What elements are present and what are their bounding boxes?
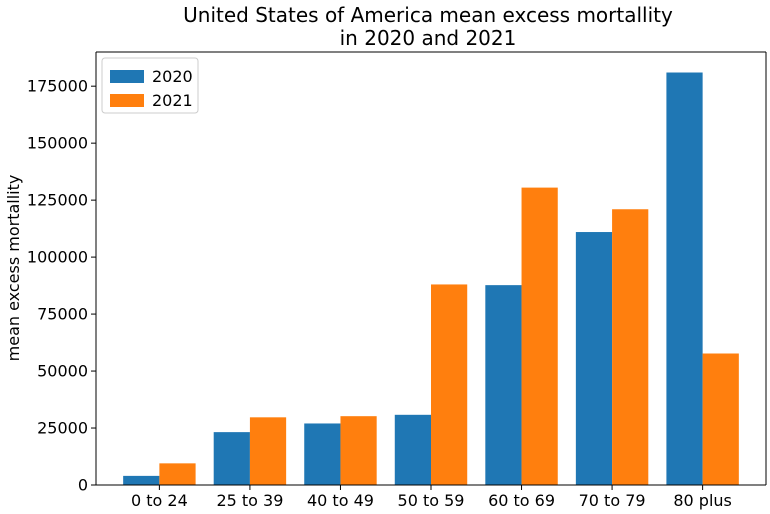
bar-2021-6 [612,209,649,485]
y-axis-label: mean excess mortallity [4,175,23,362]
bar-2020-3 [304,423,341,485]
legend-swatch-2020 [110,70,144,83]
x-tick-label-6: 70 to 79 [579,491,646,510]
chart-title-line-2: in 2020 and 2021 [340,26,517,50]
y-tick-label-1: 0 [78,476,88,495]
bar-2020-2 [213,432,250,485]
bar-2021-4 [431,284,468,485]
y-tick-label-4: 75000 [37,305,88,324]
bar-2020-6 [575,232,613,485]
bar-2021-1 [159,463,196,485]
y-tick-label-2: 25000 [37,419,88,438]
bar-2021-7 [702,353,739,485]
x-tick-label-4: 50 to 59 [398,491,465,510]
bar-2020-1 [123,475,160,485]
y-tick-label-6: 125000 [27,191,88,210]
y-tick-label-3: 50000 [37,362,88,381]
bar-2020-4 [394,414,431,485]
x-tick-label-7: 80 plus [673,491,732,510]
legend: 2020 2021 [101,57,199,114]
bar-2021-3 [340,416,377,485]
x-tick-label-5: 60 to 69 [488,491,555,510]
legend-label-2021: 2021 [152,91,193,110]
plot-area: 0 25000 50000 75000 100000 125000 150000 175000… [27,51,767,510]
bar-2021-2 [249,417,287,485]
y-tick-label-8: 175000 [27,77,88,96]
legend-swatch-2021 [110,94,144,107]
chart-title-line-1: United States of America mean excess mor… [183,3,673,27]
y-tick-label-5: 100000 [27,248,88,267]
x-tick-label-1: 0 to 24 [131,491,188,510]
x-tick-label-3: 40 to 49 [307,491,374,510]
bar-2021-5 [521,187,558,485]
y-tick-label-7: 150000 [27,134,88,153]
x-tick-label-2: 25 to 39 [216,491,283,510]
bar-2020-5 [485,285,522,485]
bar-2020-7 [666,72,703,485]
legend-label-2020: 2020 [152,67,193,86]
